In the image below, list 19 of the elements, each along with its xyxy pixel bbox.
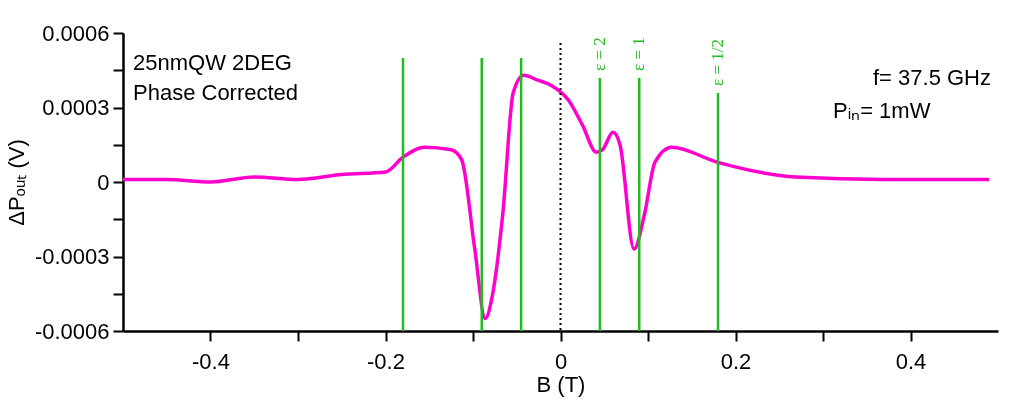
x-tick-label: -0.4 [192,348,230,374]
annotation: ε = 1/2 [708,39,727,86]
annotation: ε = 2 [589,37,609,71]
y-tick-label: -0.0003 [34,244,110,269]
annotation: f= 37.5 GHz [872,65,991,90]
annotation: Pᵢₙ= 1mW [833,98,931,123]
y-tick-label: 0.0003 [42,95,110,120]
x-tick-label: -0.2 [367,348,405,374]
y-tick-label: -0.0006 [34,318,110,344]
y-tick-label: 0.0006 [42,20,110,46]
x-tick-label: 0 [554,348,568,374]
annotation: ε = 1 [629,37,649,71]
annotation: 25nmQW 2DEG [133,50,292,75]
annotation: Phase Corrected [133,80,299,105]
x-tick-label: 0.4 [895,348,927,374]
x-tick-label: 0.2 [720,348,752,374]
y-tick-label: 0 [97,169,110,195]
y-axis-title: ΔPₒᵤₜ (V) [3,139,29,226]
x-axis-title: B (T) [536,371,586,397]
